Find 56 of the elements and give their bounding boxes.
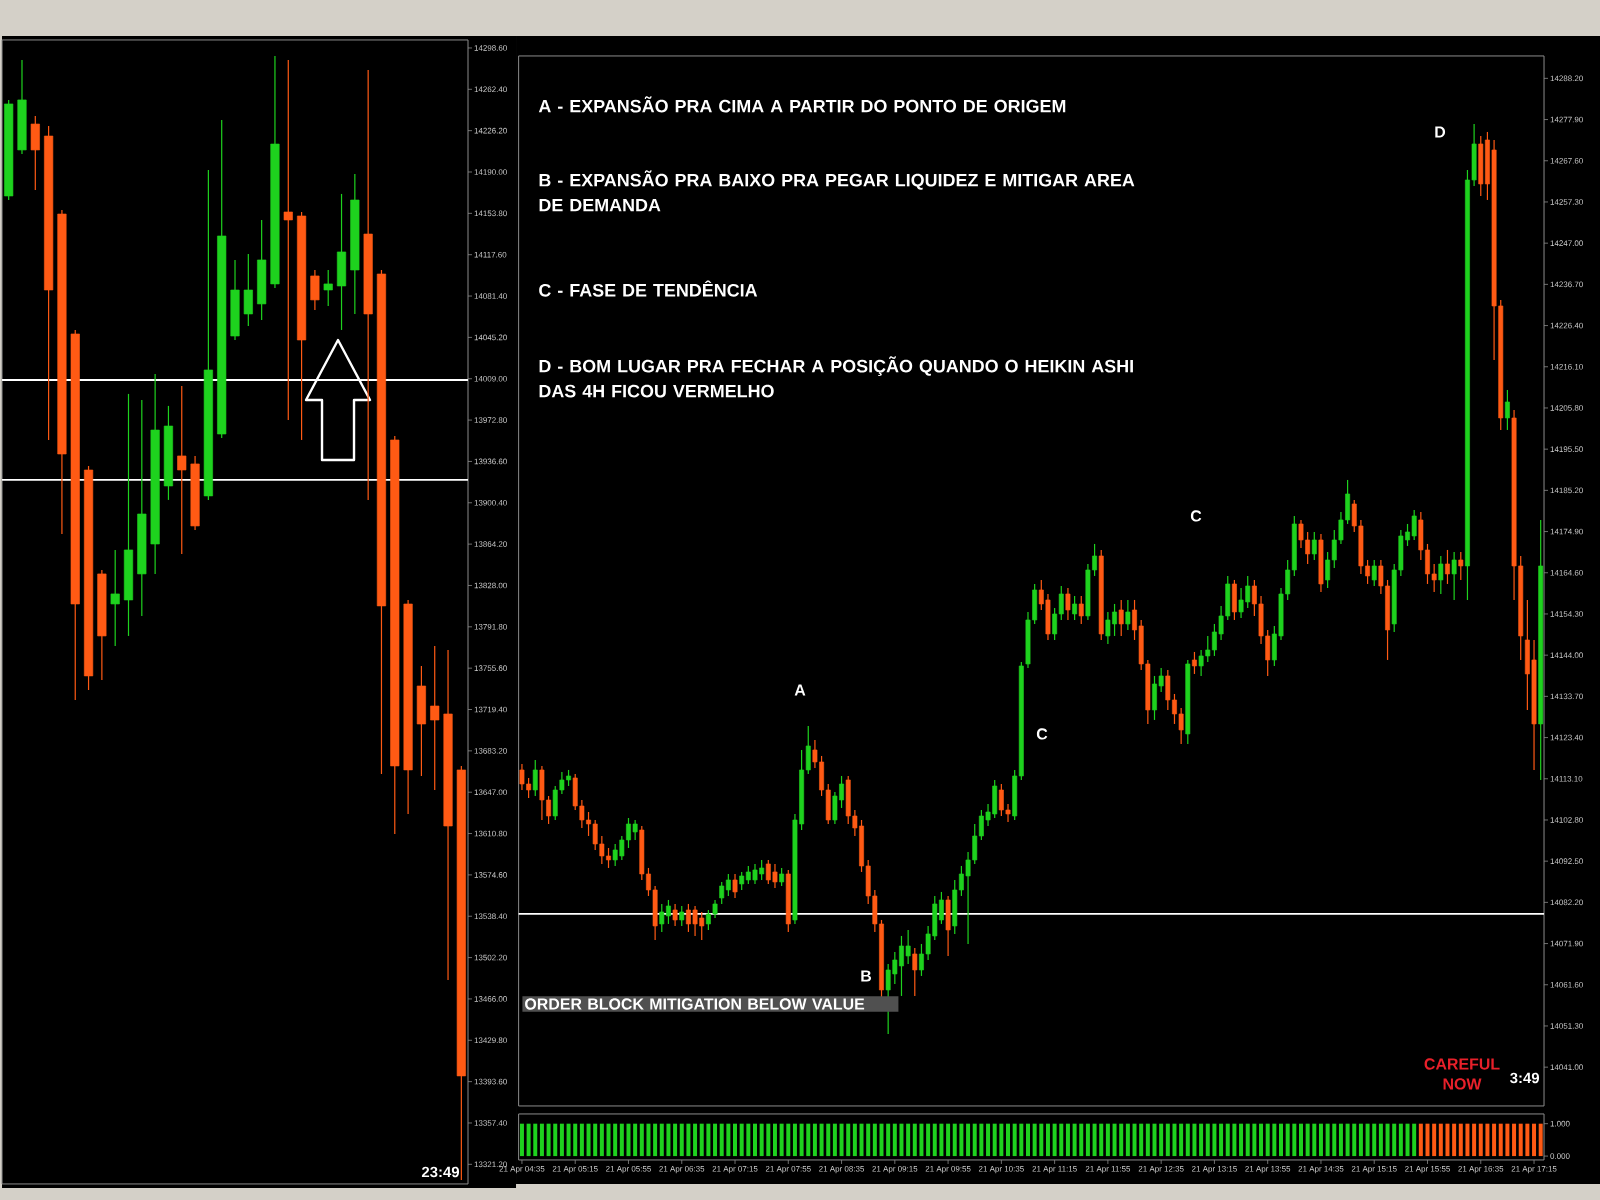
candlestick (1504, 389, 1510, 431)
candlestick (666, 899, 671, 925)
candlestick (539, 765, 545, 821)
annotation: D - BOM LUGAR PRA FECHAR A POSIÇÃO QUANDO O HEIKIN ASHI DAS 4H FICOU VERMELHO (539, 356, 1133, 398)
candlestick (905, 929, 911, 965)
candlestick (1371, 559, 1377, 587)
candlestick (606, 847, 611, 869)
candlestick (759, 859, 765, 881)
candlestick (1112, 603, 1117, 637)
candlestick (725, 873, 731, 897)
candlestick (1192, 651, 1197, 675)
candlestick (752, 863, 758, 885)
candlestick (30, 115, 40, 191)
candlestick (1078, 595, 1084, 625)
candlestick (699, 911, 705, 941)
candlestick (1318, 533, 1324, 593)
candlestick (659, 903, 665, 933)
annotation: A - EXPANSÃO PRA CIMA A PARTIR DO PONTO DE ORIGEM (538, 96, 1066, 113)
candlestick (998, 783, 1004, 817)
candlestick (1231, 579, 1237, 621)
candlestick (632, 819, 638, 841)
candlestick (626, 817, 631, 849)
candlestick (679, 905, 685, 927)
candlestick (1072, 595, 1078, 621)
candlestick (336, 193, 347, 331)
candlestick (310, 269, 320, 311)
candlestick (1458, 551, 1464, 581)
candlestick (1411, 509, 1417, 541)
annotation: B - EXPANSÃO PRA BAIXO PRA PEGAR LIQUIDEZ E MITIGAR AREA DE DEMANDA (539, 170, 1135, 212)
candlestick (532, 759, 538, 797)
candlestick (685, 903, 691, 933)
candlestick (1118, 599, 1124, 637)
candlestick (323, 269, 333, 307)
candlestick (692, 905, 698, 937)
candlestick (1125, 599, 1131, 631)
candlestick (519, 763, 525, 791)
candlestick (765, 859, 771, 885)
candlestick (1478, 135, 1484, 197)
candlestick (912, 947, 918, 997)
candlestick (1065, 587, 1071, 621)
candlestick (672, 903, 678, 927)
candlestick (612, 843, 618, 867)
candlestick (945, 895, 951, 957)
candlestick (1105, 611, 1111, 645)
candlestick (899, 935, 904, 997)
candlestick (732, 873, 738, 899)
candlestick (992, 779, 998, 819)
candlestick (1451, 551, 1457, 601)
candlestick (772, 863, 778, 889)
candlestick (1311, 531, 1317, 561)
candlestick (110, 549, 120, 647)
candlestick (283, 59, 293, 421)
candlestick (1152, 675, 1157, 721)
candlestick (1438, 555, 1444, 595)
candlestick (1445, 549, 1450, 585)
annotation: C - FASE DE TENDÊNCIA (539, 280, 758, 297)
